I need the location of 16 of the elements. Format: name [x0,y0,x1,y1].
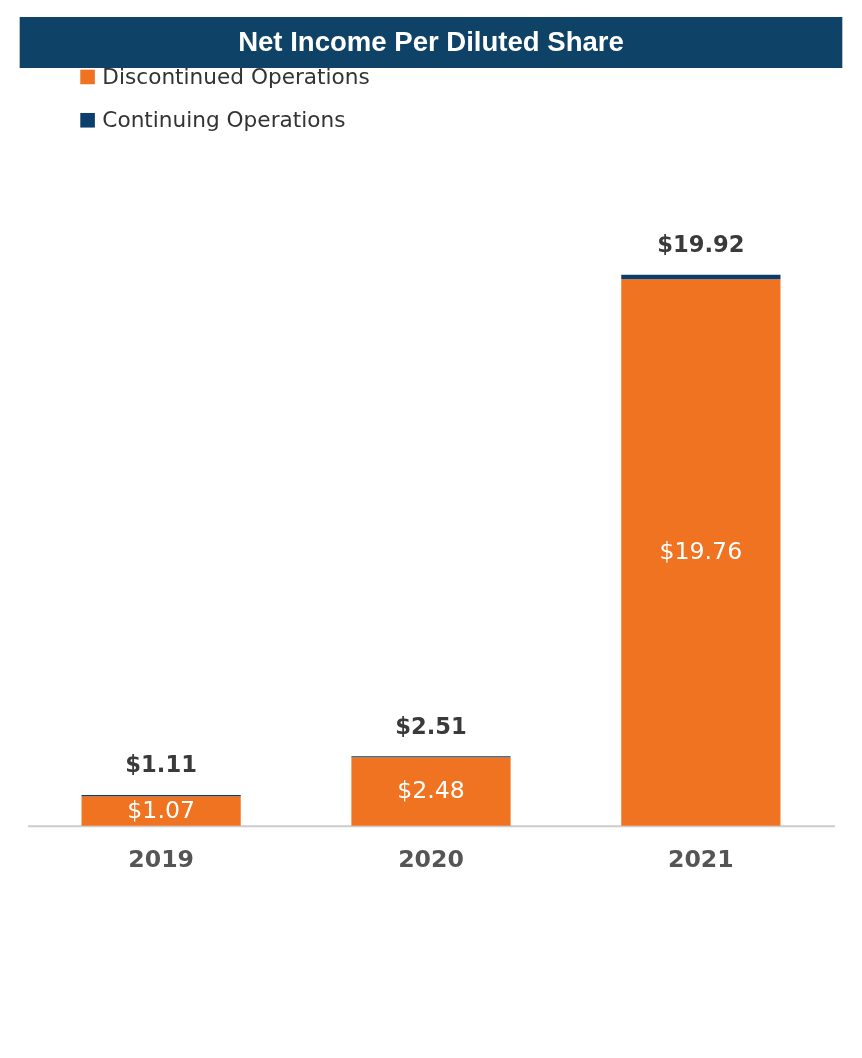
bar [351,757,511,826]
x-tick-label: 2020 [398,844,464,873]
data-label: $19.76 [659,537,743,566]
data-label: $1.07 [127,795,195,824]
legend-label: Discontinued Operations [102,63,370,89]
x-tick-label: 2019 [128,844,194,873]
bar [621,274,781,280]
data-label: $2.48 [397,776,465,805]
total-label: $19.92 [657,231,745,258]
chart-title: Net Income Per Diluted Share [238,26,624,58]
total-label: $2.51 [395,712,467,739]
legend-label: Continuing Operations [102,107,346,133]
bar [81,796,241,826]
total-label: $1.11 [125,751,197,778]
x-tick-label: 2021 [668,844,734,873]
bar [621,279,781,826]
